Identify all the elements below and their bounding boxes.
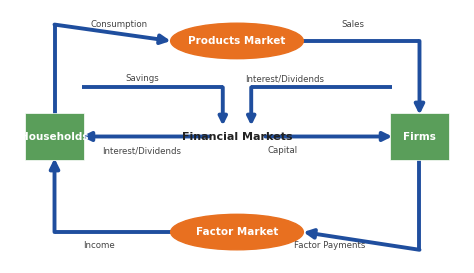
Text: Factor Payments: Factor Payments [294,241,365,250]
Text: Factor Market: Factor Market [196,227,278,237]
Text: Products Market: Products Market [188,36,286,46]
Text: Sales: Sales [341,20,365,29]
FancyBboxPatch shape [25,113,84,160]
Text: Firms: Firms [403,132,436,141]
Text: Interest/Dividends: Interest/Dividends [102,146,181,155]
Ellipse shape [171,23,303,59]
Text: Savings: Savings [125,74,159,83]
FancyBboxPatch shape [390,113,449,160]
Text: Households: Households [20,132,89,141]
Text: Income: Income [83,241,115,250]
Text: Interest/Dividends: Interest/Dividends [245,74,324,83]
Ellipse shape [171,214,303,250]
Text: Consumption: Consumption [90,20,147,29]
Text: Financial Markets: Financial Markets [182,132,292,141]
Text: Capital: Capital [268,146,298,155]
